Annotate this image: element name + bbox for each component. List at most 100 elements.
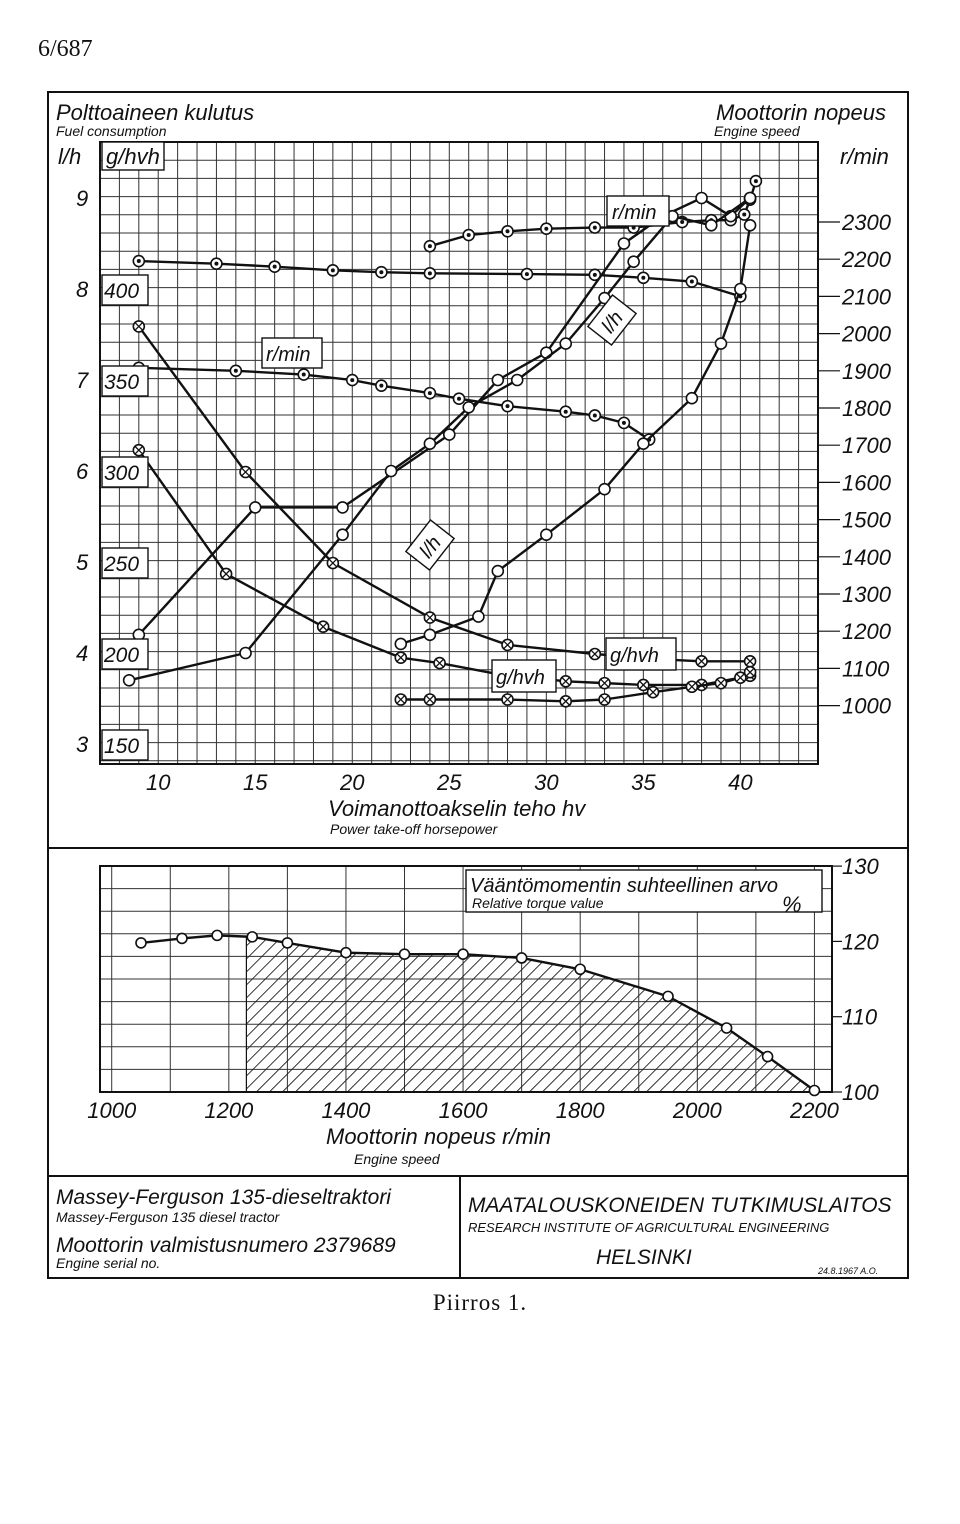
left-lh-tick: 7	[76, 368, 89, 393]
torque-point	[281, 937, 294, 949]
right-rmin-tick: 2000	[841, 322, 892, 347]
torque-point	[340, 946, 352, 959]
right-rmin-tick: 2300	[841, 210, 892, 235]
torque-unit: %	[782, 892, 802, 917]
left-g-tick-box	[101, 638, 149, 670]
point-lh	[598, 482, 611, 496]
hatch-line	[438, 936, 669, 1092]
right-rmin-tick: 2100	[841, 284, 892, 309]
torque-point	[720, 1022, 733, 1034]
torque-point	[457, 948, 469, 961]
point-g-cross	[590, 649, 600, 659]
torque-y-tick: 120	[842, 929, 879, 954]
point-g-cross	[697, 657, 706, 666]
hatch-line	[246, 936, 461, 1092]
right-unit: r/min	[840, 144, 889, 169]
point-rmin-dot	[457, 396, 461, 401]
point-g-cross	[134, 445, 144, 455]
main-x-tick: 35	[631, 770, 656, 795]
hatch-line	[425, 936, 656, 1092]
hatch-line	[246, 936, 409, 1092]
sheet-frame	[47, 91, 909, 1279]
point-lh	[491, 564, 505, 578]
hatch-line	[246, 936, 292, 1092]
point-g-cross	[396, 695, 406, 704]
torque-x-tick: 1800	[556, 1098, 606, 1123]
hatch-line	[246, 936, 422, 1092]
left-g-tick: 150	[104, 735, 139, 758]
point-g-cross	[639, 680, 648, 690]
point-rmin-dot	[544, 226, 549, 231]
right-rmin-tick: 1100	[842, 656, 890, 681]
hatch-line	[399, 936, 630, 1092]
main-x-tick: 15	[243, 770, 268, 795]
point-lh	[617, 237, 631, 250]
point-rmin-dot	[592, 413, 597, 418]
point-g-cross	[134, 322, 144, 331]
torque-point	[211, 929, 223, 942]
main-xlabel-fi: Voimanottoakselin teho hv	[328, 796, 587, 821]
point-lh	[510, 373, 524, 387]
right-rmin-tick: 1400	[842, 545, 892, 570]
hatch-line	[451, 936, 682, 1092]
torque-y-tick: 100	[842, 1080, 879, 1105]
point-rmin-dot	[738, 294, 743, 299]
point-g-cross	[425, 695, 435, 704]
point-rmin-dot	[592, 225, 597, 230]
hatch-line	[246, 936, 435, 1092]
hatch-line	[246, 936, 318, 1092]
hatch-line	[477, 936, 708, 1092]
point-rmin-dot	[621, 420, 626, 425]
point-lh	[491, 373, 505, 387]
main-chart-plot-frame	[99, 141, 819, 765]
hatch-line	[246, 936, 266, 1092]
left-unit-g-box	[101, 141, 165, 171]
hatch-line	[269, 936, 500, 1092]
left-g-tick-box	[101, 274, 149, 306]
right-rmin-tick: 1300	[842, 582, 892, 607]
point-rmin-dot	[689, 279, 694, 284]
label-lh-lower: l/h	[404, 519, 456, 571]
figure-caption: Piirros 1.	[432, 1290, 528, 1315]
torque-point	[515, 952, 528, 964]
series-line-g-hvh-8	[399, 671, 752, 703]
fuel-title-fi: Polttoaineen kulutus	[56, 100, 254, 125]
torque-title-fi: Vääntömomentin suhteellinen arvo	[470, 875, 778, 897]
point-lh	[734, 282, 747, 296]
hatch-line	[246, 936, 357, 1092]
point-lh	[714, 337, 728, 350]
left-g-tick-box	[101, 365, 149, 397]
hatch-line	[0, 862, 226, 1092]
point-g-cross	[736, 673, 745, 682]
point-lh	[637, 437, 650, 451]
torque-title-en: Relative torque value	[472, 895, 604, 911]
point-lh	[336, 528, 349, 542]
point-rmin-dot	[680, 220, 685, 224]
torque-x-tick: 2200	[789, 1098, 840, 1123]
left-g-tick-box	[101, 456, 149, 488]
left-lh-tick: 4	[76, 641, 88, 666]
right-rmin-tick: 1600	[842, 470, 892, 495]
torque-y-tick: 110	[842, 1005, 878, 1030]
point-rmin-dot	[350, 378, 355, 383]
point-rmin-dot	[272, 264, 277, 269]
point-lh	[704, 219, 718, 232]
torque-point	[135, 937, 147, 949]
main-xlabel-en: Power take-off horsepower	[330, 821, 499, 837]
left-g-tick: 200	[103, 644, 139, 667]
point-lh	[462, 400, 476, 414]
left-g-tick: 350	[104, 371, 139, 394]
hatch-line	[9, 862, 239, 1092]
right-rmin-tick: 1500	[842, 508, 892, 533]
main-chart-series	[122, 174, 763, 708]
point-g-cross	[561, 677, 570, 686]
hatch-line	[360, 936, 591, 1092]
main-chart-ticks: 10 15 20 25 30 35 40 3 4 5 6 7 8 9 150 200 250 300 350 400 1…	[76, 186, 892, 795]
point-g-cross	[561, 697, 570, 706]
torque-title-box	[465, 869, 823, 913]
left-lh-tick: 6	[76, 459, 89, 484]
point-rmin-dot	[136, 259, 141, 264]
point-lh	[122, 673, 136, 687]
point-lh	[423, 628, 437, 642]
